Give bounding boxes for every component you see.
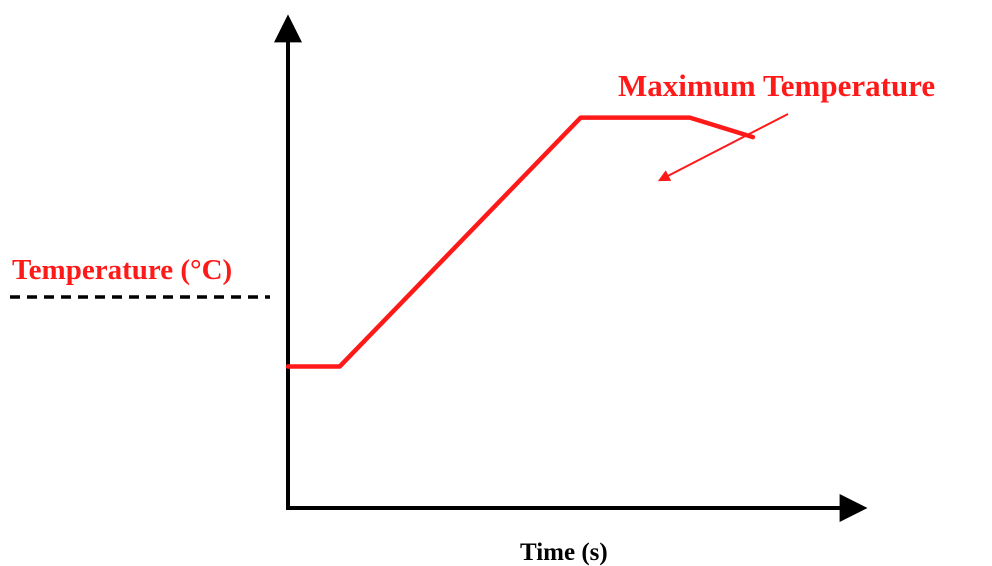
maximum-temperature-annotation: Maximum Temperature bbox=[618, 68, 935, 103]
temperature-series-line bbox=[285, 115, 756, 369]
maximum-temperature-arrow bbox=[657, 113, 789, 182]
x-axis-label: Time (s) bbox=[520, 539, 608, 566]
y-axis-label: Temperature (°C) bbox=[12, 254, 232, 286]
